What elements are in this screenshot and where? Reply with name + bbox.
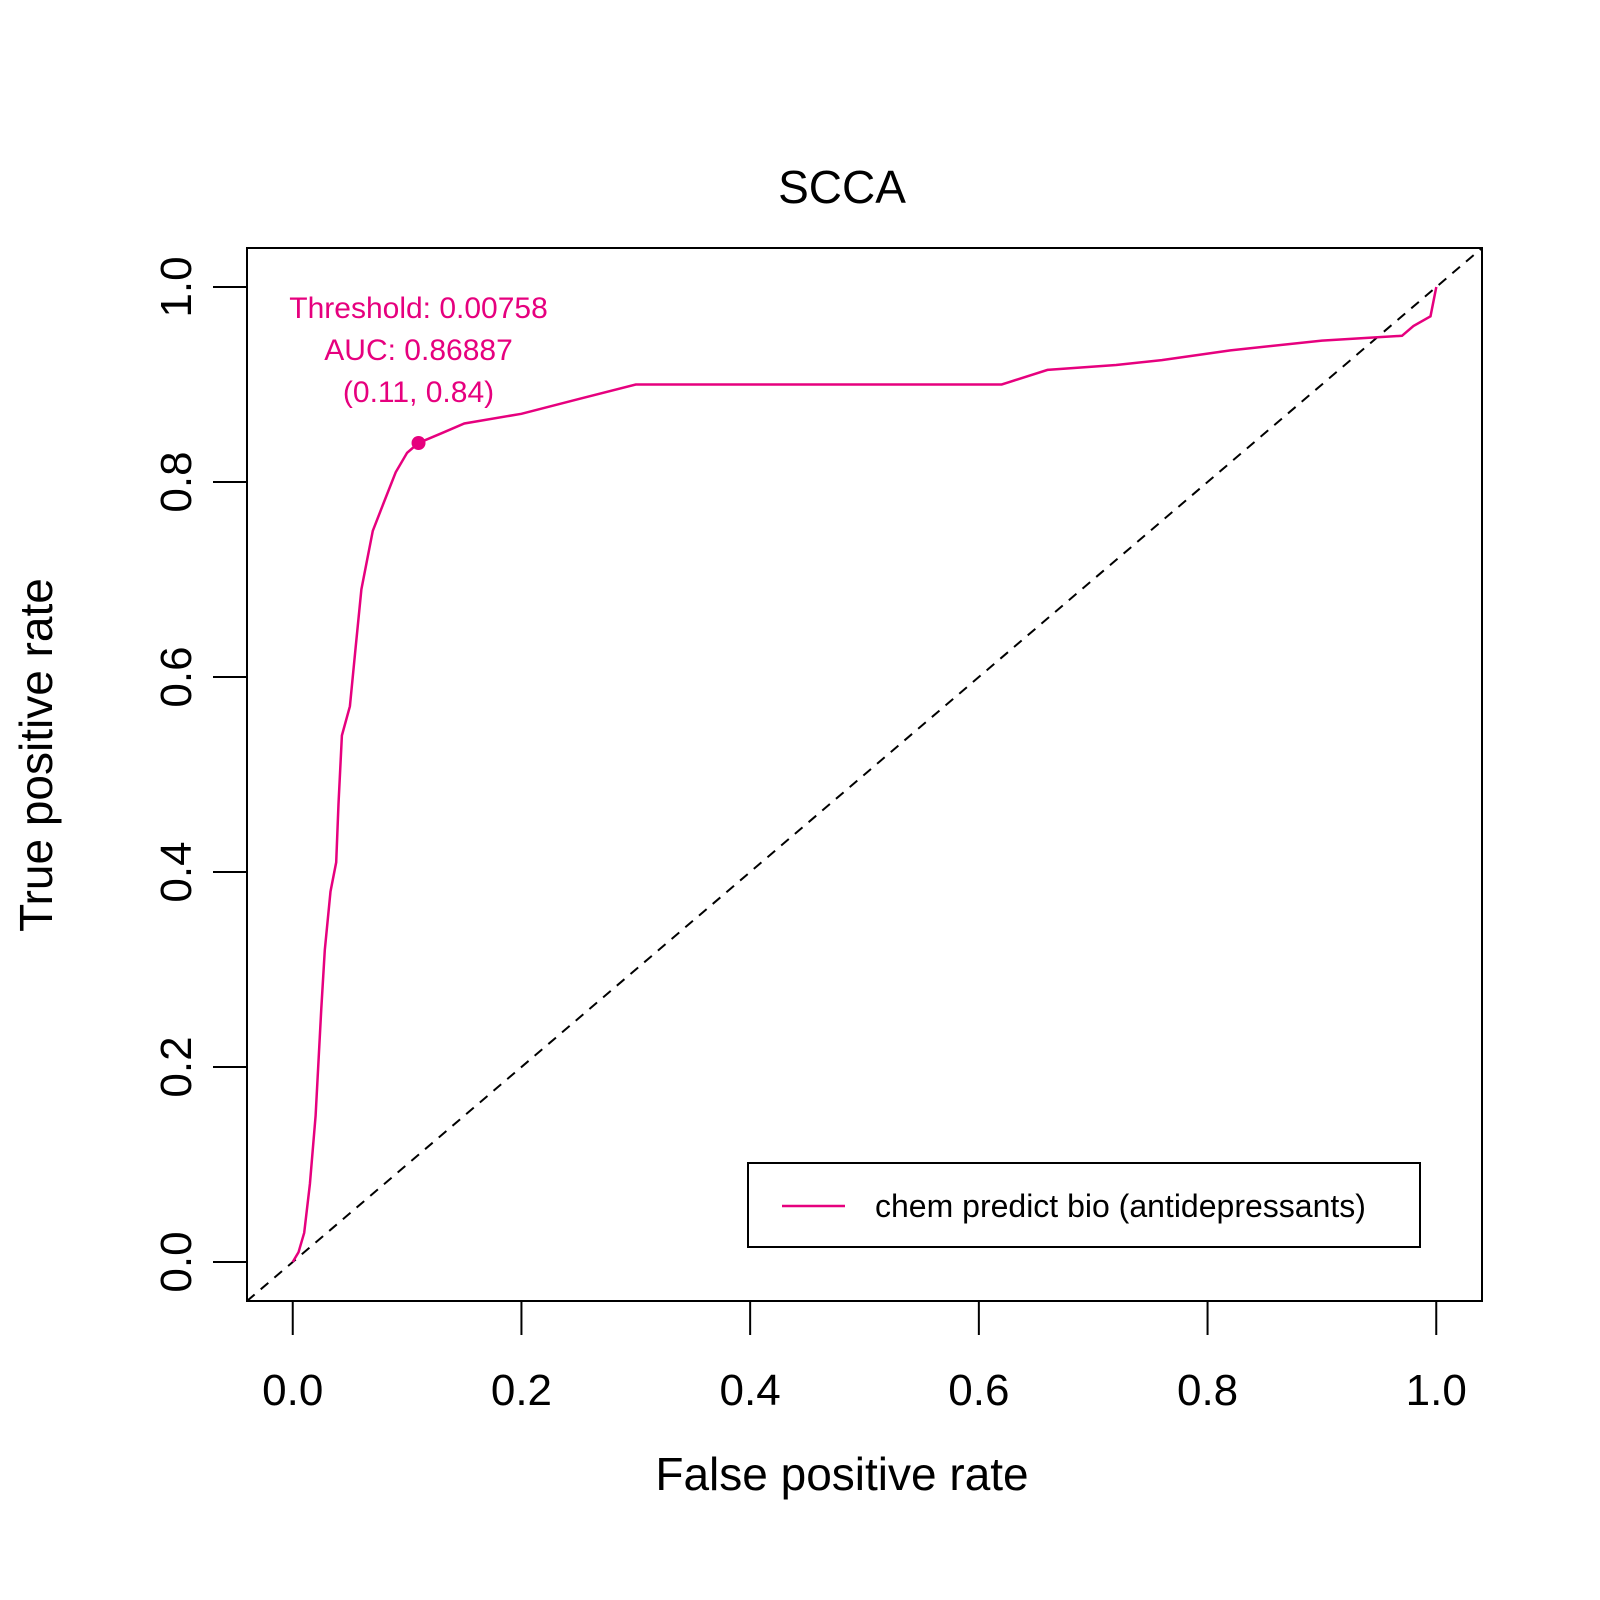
y-tick-label: 0.0: [152, 1231, 201, 1292]
y-axis: 0.0 0.2 0.4 0.6 0.8 1.0: [152, 256, 248, 1293]
x-tick-label: 0.8: [1177, 1366, 1238, 1415]
y-axis-label: True positive rate: [10, 578, 62, 932]
optimal-threshold-point: [411, 436, 426, 450]
chart-title: SCCA: [778, 161, 906, 213]
y-tick-label: 1.0: [152, 256, 201, 317]
x-axis: 0.0 0.2 0.4 0.6 0.8 1.0: [262, 1300, 1467, 1415]
x-axis-label: False positive rate: [655, 1448, 1028, 1500]
legend: chem predict bio (antidepressants): [747, 1162, 1421, 1248]
threshold-annotation: Threshold: 0.00758: [289, 292, 548, 325]
x-tick-label: 0.4: [720, 1366, 781, 1415]
x-tick-label: 0.0: [262, 1366, 323, 1415]
legend-box: [747, 1162, 1421, 1248]
y-tick-label: 0.4: [152, 841, 201, 902]
y-tick-label: 0.6: [152, 646, 201, 707]
diagonal-reference-line: [247, 248, 1482, 1301]
x-tick-label: 0.6: [948, 1366, 1009, 1415]
y-tick-label: 0.8: [152, 451, 201, 512]
y-tick-label: 0.2: [152, 1036, 201, 1097]
legend-entry-label: chem predict bio (antidepressants): [875, 1188, 1366, 1224]
point-coordinates-annotation: (0.11, 0.84): [343, 376, 494, 409]
x-tick-label: 1.0: [1406, 1366, 1467, 1415]
auc-annotation: AUC: 0.86887: [324, 334, 512, 367]
roc-curve: [291, 286, 1438, 1263]
plot-area: Threshold: 0.00758 AUC: 0.86887 (0.11, 0…: [247, 248, 1482, 1301]
x-tick-label: 0.2: [491, 1366, 552, 1415]
